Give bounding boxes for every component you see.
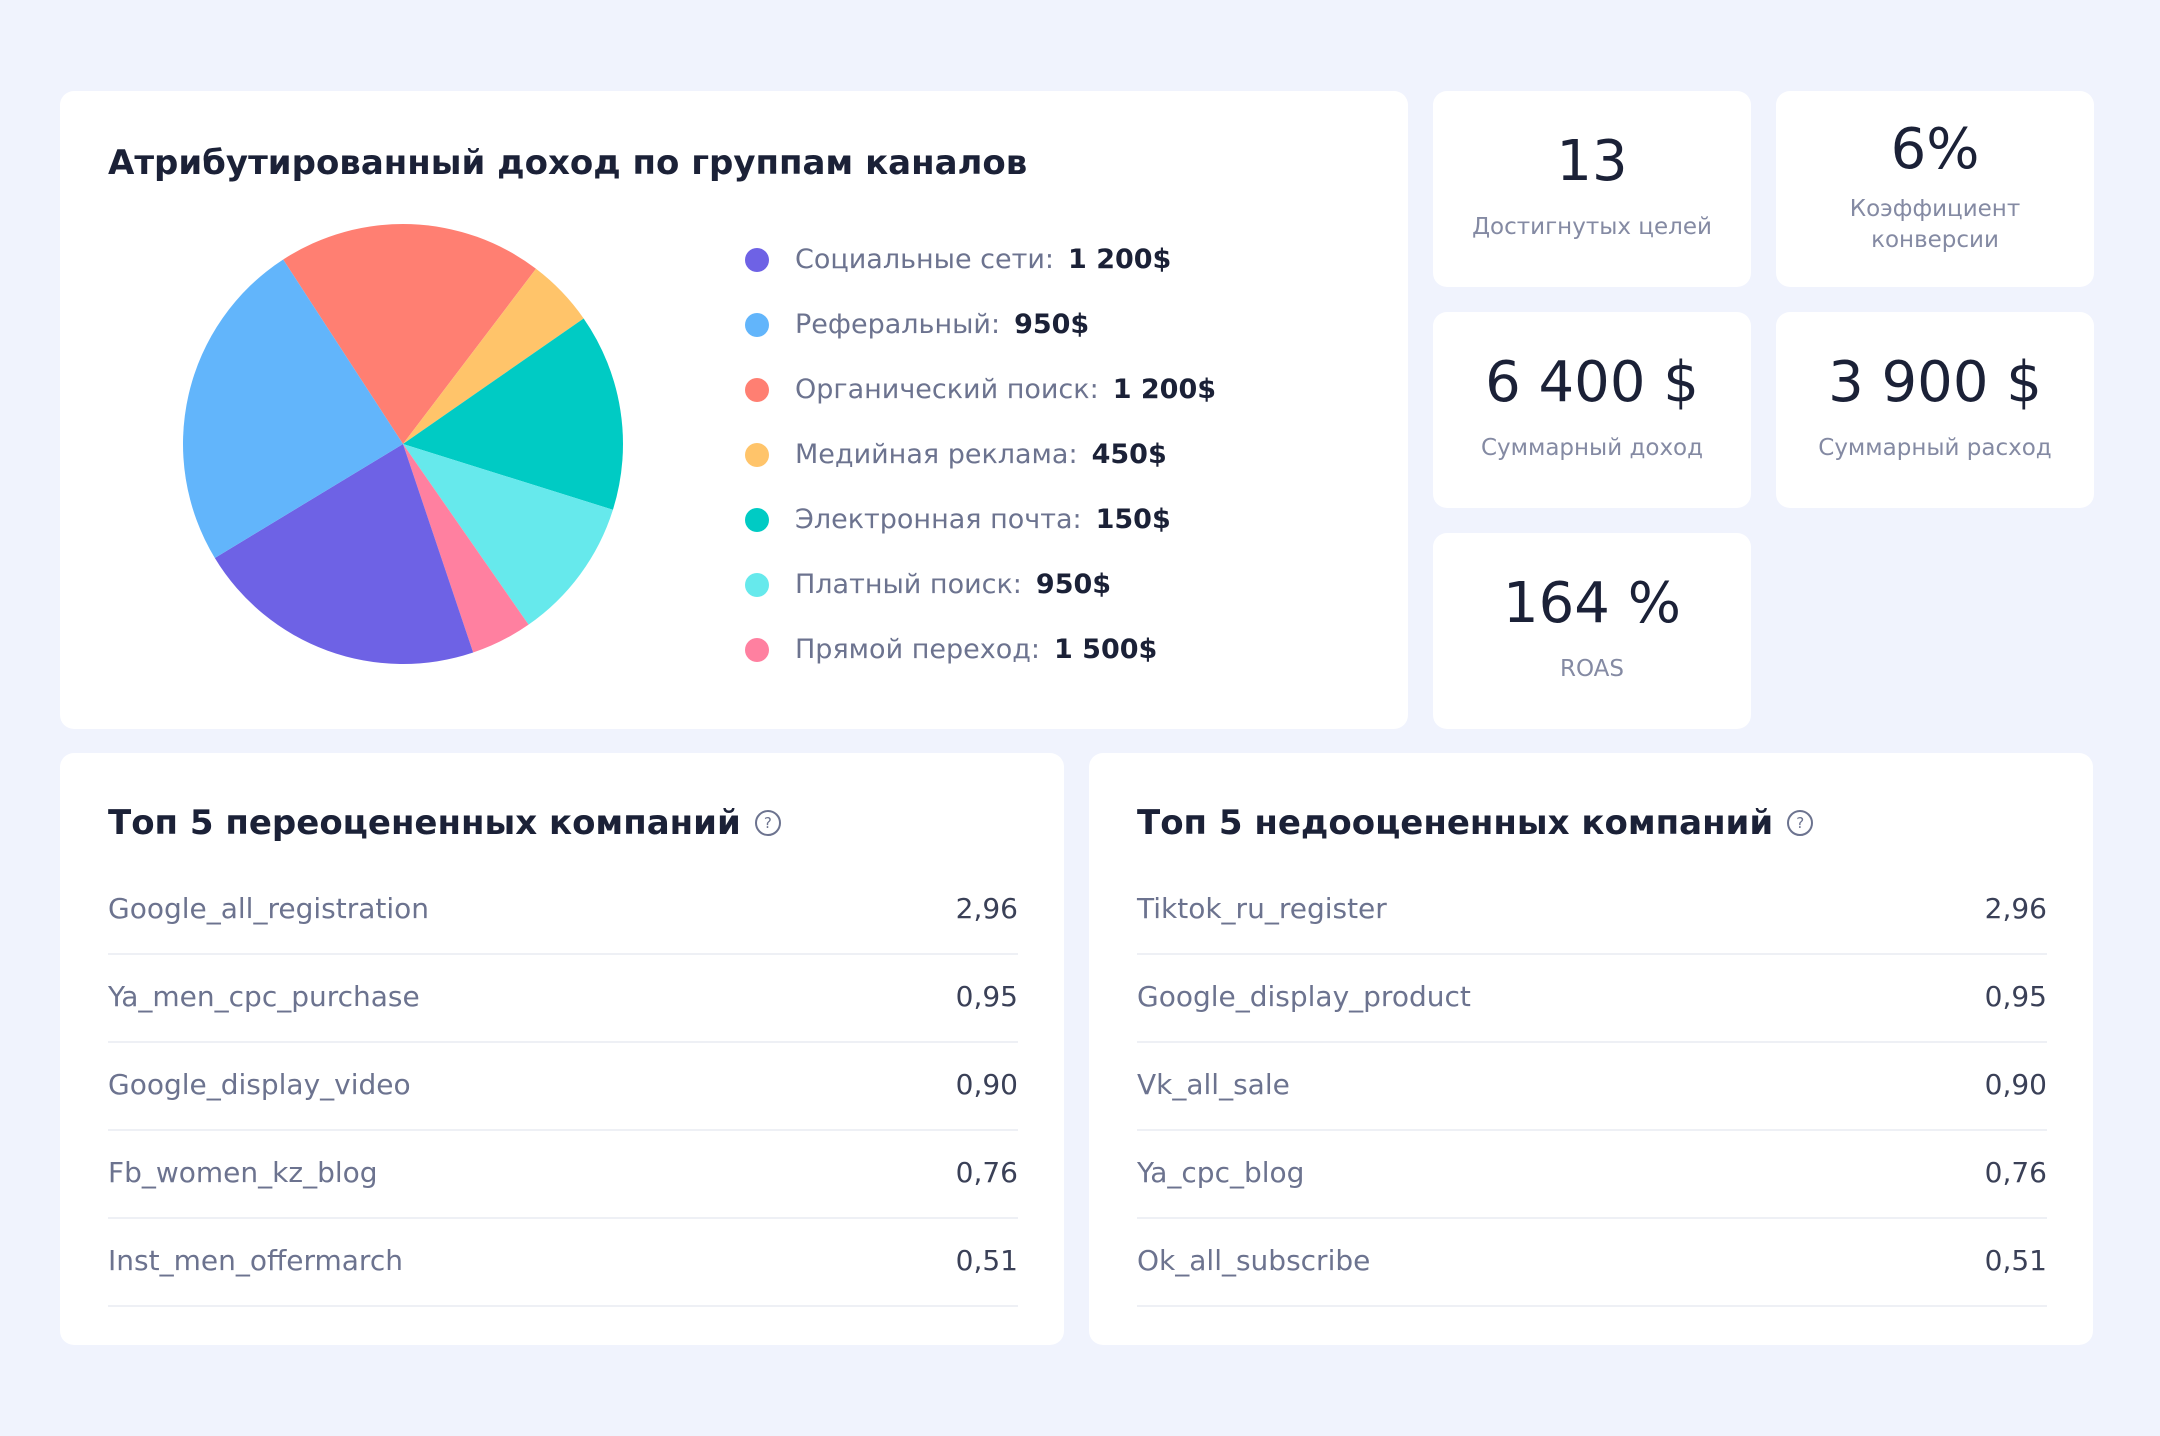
legend-value: 1 200$ — [1112, 374, 1217, 405]
kpi-roas-label: ROAS — [1559, 656, 1624, 683]
campaign-name: Vk_all_sale — [1137, 1067, 1290, 1101]
pie-slice-direct — [403, 444, 529, 653]
campaign-name: Fb_women_kz_blog — [108, 1155, 378, 1189]
legend-dot — [745, 312, 769, 337]
question-circle-icon[interactable]: ? — [1787, 810, 1814, 836]
pie-slice-display — [403, 268, 584, 444]
channel-pie-chart — [183, 223, 623, 664]
campaign-name: Google_display_product — [1137, 979, 1471, 1013]
campaign-name: Ok_all_subscribe — [1137, 1243, 1371, 1277]
table-row: Fb_women_kz_blog 0,76 — [108, 1131, 1018, 1219]
overvalued-title: Топ 5 переоцененных компаний ? — [108, 803, 781, 843]
legend-value: 150$ — [1095, 504, 1171, 535]
pie-slice-organic — [283, 223, 537, 444]
legend-label: Прямой переход: — [795, 634, 1040, 665]
overvalued-campaigns-card: Топ 5 переоцененных компаний ? Google_al… — [60, 753, 1064, 1345]
legend-dot — [745, 572, 769, 597]
legend-item-direct: Прямой переход: 1 500$ — [745, 617, 1216, 682]
campaign-value: 0,90 — [1984, 1067, 2047, 1101]
legend-item-referral: Реферальный: 950$ — [745, 292, 1216, 357]
campaign-value: 0,51 — [955, 1243, 1018, 1277]
campaign-value: 0,90 — [955, 1067, 1018, 1101]
pie-legend: Социальные сети: 1 200$ Реферальный: 950… — [745, 227, 1216, 682]
table-row: Google_display_product 0,95 — [1137, 955, 2047, 1043]
undervalued-list: Tiktok_ru_register 2,96 Google_display_p… — [1137, 867, 2047, 1307]
legend-label: Платный поиск: — [795, 569, 1022, 600]
legend-item-organic: Органический поиск: 1 200$ — [745, 357, 1216, 422]
legend-label: Социальные сети: — [795, 244, 1055, 275]
campaign-value: 0,76 — [1984, 1155, 2047, 1189]
campaign-name: Inst_men_offermarch — [108, 1243, 403, 1277]
campaign-value: 0,95 — [1984, 979, 2047, 1013]
legend-item-email: Электронная почта: 150$ — [745, 487, 1216, 552]
campaign-name: Tiktok_ru_register — [1137, 891, 1387, 925]
legend-item-display: Медийная реклама: 450$ — [745, 422, 1216, 487]
legend-value: 450$ — [1091, 439, 1167, 470]
pie-slice-email — [403, 318, 623, 510]
overvalued-list: Google_all_registration 2,96 Ya_men_cpc_… — [108, 867, 1018, 1307]
legend-dot — [745, 637, 769, 662]
campaign-name: Google_all_registration — [108, 891, 430, 925]
campaign-value: 0,51 — [1984, 1243, 2047, 1277]
pie-card-title: Атрибутированный доход по группам канало… — [108, 143, 1028, 183]
table-row: Ya_men_cpc_purchase 0,95 — [108, 955, 1018, 1043]
campaign-name: Ya_cpc_blog — [1137, 1155, 1305, 1189]
undervalued-title: Топ 5 недооцененных компаний ? — [1137, 803, 1814, 843]
kpi-goals-card: 13 Достигнутых целей — [1433, 91, 1751, 287]
campaign-value: 2,96 — [1984, 891, 2047, 925]
question-circle-icon[interactable]: ? — [754, 810, 781, 836]
overvalued-title-text: Топ 5 переоцененных компаний — [108, 803, 741, 843]
table-row: Ok_all_subscribe 0,51 — [1137, 1219, 2047, 1307]
legend-label: Реферальный: — [795, 309, 1001, 340]
table-row: Ya_cpc_blog 0,76 — [1137, 1131, 2047, 1219]
undervalued-title-text: Топ 5 недооцененных компаний — [1137, 803, 1774, 843]
table-row: Google_all_registration 2,96 — [108, 867, 1018, 955]
campaign-name: Ya_men_cpc_purchase — [108, 979, 420, 1013]
kpi-conversion-card: 6% Коэффициент конверсии — [1776, 91, 2094, 287]
kpi-goals-label: Достигнутых целей — [1472, 214, 1712, 241]
kpi-conversion-label: Коэффициент конверсии — [1849, 195, 2021, 253]
legend-dot — [745, 442, 769, 467]
kpi-goals-value: 13 — [1556, 129, 1628, 195]
legend-item-social: Социальные сети: 1 200$ — [745, 227, 1216, 292]
campaign-name: Google_display_video — [108, 1067, 411, 1101]
pie-slice-social — [214, 444, 474, 664]
campaign-value: 0,76 — [955, 1155, 1018, 1189]
campaign-value: 2,96 — [955, 891, 1018, 925]
revenue-by-channel-card: Атрибутированный доход по группам канало… — [60, 91, 1408, 729]
legend-dot — [745, 377, 769, 402]
legend-value: 950$ — [1035, 569, 1112, 600]
campaign-value: 0,95 — [955, 979, 1018, 1013]
kpi-roas-value: 164 % — [1503, 571, 1681, 637]
table-row: Vk_all_sale 0,90 — [1137, 1043, 2047, 1131]
pie-slice-referral — [183, 259, 403, 558]
pie-slice-paid-search — [403, 444, 613, 625]
legend-dot — [745, 247, 769, 272]
legend-dot — [745, 507, 769, 532]
undervalued-campaigns-card: Топ 5 недооцененных компаний ? Tiktok_ru… — [1089, 753, 2093, 1345]
kpi-cost-card: 3 900 $ Суммарный расход — [1776, 312, 2094, 508]
legend-value: 1 500$ — [1053, 634, 1158, 665]
kpi-roas-card: 164 % ROAS — [1433, 533, 1751, 729]
legend-label: Электронная почта: — [795, 504, 1082, 535]
table-row: Inst_men_offermarch 0,51 — [108, 1219, 1018, 1307]
kpi-revenue-label: Суммарный доход — [1480, 435, 1704, 462]
legend-value: 1 200$ — [1068, 244, 1172, 275]
kpi-revenue-card: 6 400 $ Суммарный доход — [1433, 312, 1751, 508]
legend-label: Медийная реклама: — [795, 439, 1078, 470]
kpi-conversion-value: 6% — [1890, 116, 1980, 182]
kpi-cost-value: 3 900 $ — [1828, 350, 2042, 416]
kpi-cost-label: Суммарный расход — [1818, 435, 2052, 462]
legend-value: 950$ — [1014, 309, 1090, 340]
table-row: Google_display_video 0,90 — [108, 1043, 1018, 1131]
table-row: Tiktok_ru_register 2,96 — [1137, 867, 2047, 955]
legend-label: Органический поиск: — [795, 374, 1099, 405]
kpi-revenue-value: 6 400 $ — [1485, 350, 1699, 416]
legend-item-paid-search: Платный поиск: 950$ — [745, 552, 1216, 617]
